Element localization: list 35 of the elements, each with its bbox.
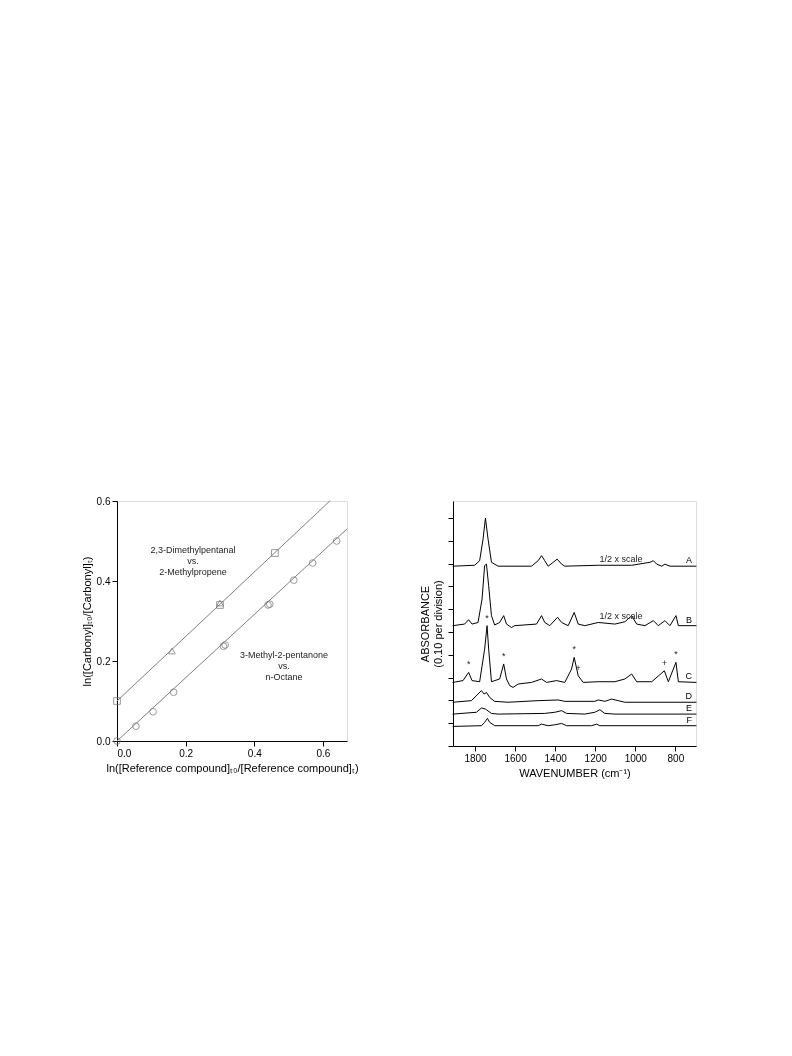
annotation: * bbox=[572, 644, 577, 655]
x-tick-label: 1600 bbox=[504, 752, 528, 764]
series-label: E bbox=[685, 703, 692, 714]
y-tick-label: 0.2 bbox=[96, 655, 111, 667]
x-tick-label: 800 bbox=[667, 752, 685, 764]
series-label: D bbox=[685, 691, 693, 702]
x-tick-label: 1800 bbox=[464, 752, 488, 764]
series-label: A bbox=[685, 555, 692, 566]
annotation: 1/2 x scale bbox=[599, 611, 643, 621]
annotation: * bbox=[501, 650, 506, 661]
x-axis-title: ln([Reference compound]ₜ₀/[Reference compound]ₜ) bbox=[106, 761, 359, 774]
x-tick-label: 1200 bbox=[584, 752, 608, 764]
x-tick-label: 0.0 bbox=[117, 747, 132, 759]
x-axis-title: WAVENUMBER (cm⁻¹) bbox=[519, 766, 631, 779]
x-tick-label: 0.2 bbox=[179, 747, 194, 759]
y-axis-title: ln([Carbonyl]ₜ₀/[Carbonyl]ₜ) bbox=[80, 556, 93, 687]
y-tick-label: 0.6 bbox=[96, 495, 111, 507]
annotation: 2,3-Dimethylpentanal vs. 2-Methylpropene bbox=[150, 545, 236, 577]
x-tick-label: 0.4 bbox=[247, 747, 263, 759]
annotation: * bbox=[485, 612, 490, 623]
y-tick-label: 0.4 bbox=[96, 575, 111, 587]
annotation: * bbox=[674, 649, 679, 660]
annotation: 3-Methyl-2-pentanone vs. n-Octane bbox=[239, 650, 329, 682]
x-tick-label: 1000 bbox=[624, 752, 648, 764]
series-label: F bbox=[686, 714, 693, 725]
y-tick-label: 0.0 bbox=[96, 735, 111, 747]
annotation: * bbox=[466, 659, 471, 670]
x-tick-label: 0.6 bbox=[316, 747, 331, 759]
y-axis-title: ABSORBANCE (0.10 per division) bbox=[419, 580, 444, 668]
annotation: + bbox=[661, 657, 667, 668]
annotation: 1/2 x scale bbox=[599, 554, 643, 564]
series-label: B bbox=[685, 614, 692, 625]
x-tick-label: 1400 bbox=[544, 752, 568, 764]
series-label: C bbox=[685, 671, 693, 682]
annotation: + bbox=[575, 662, 581, 673]
